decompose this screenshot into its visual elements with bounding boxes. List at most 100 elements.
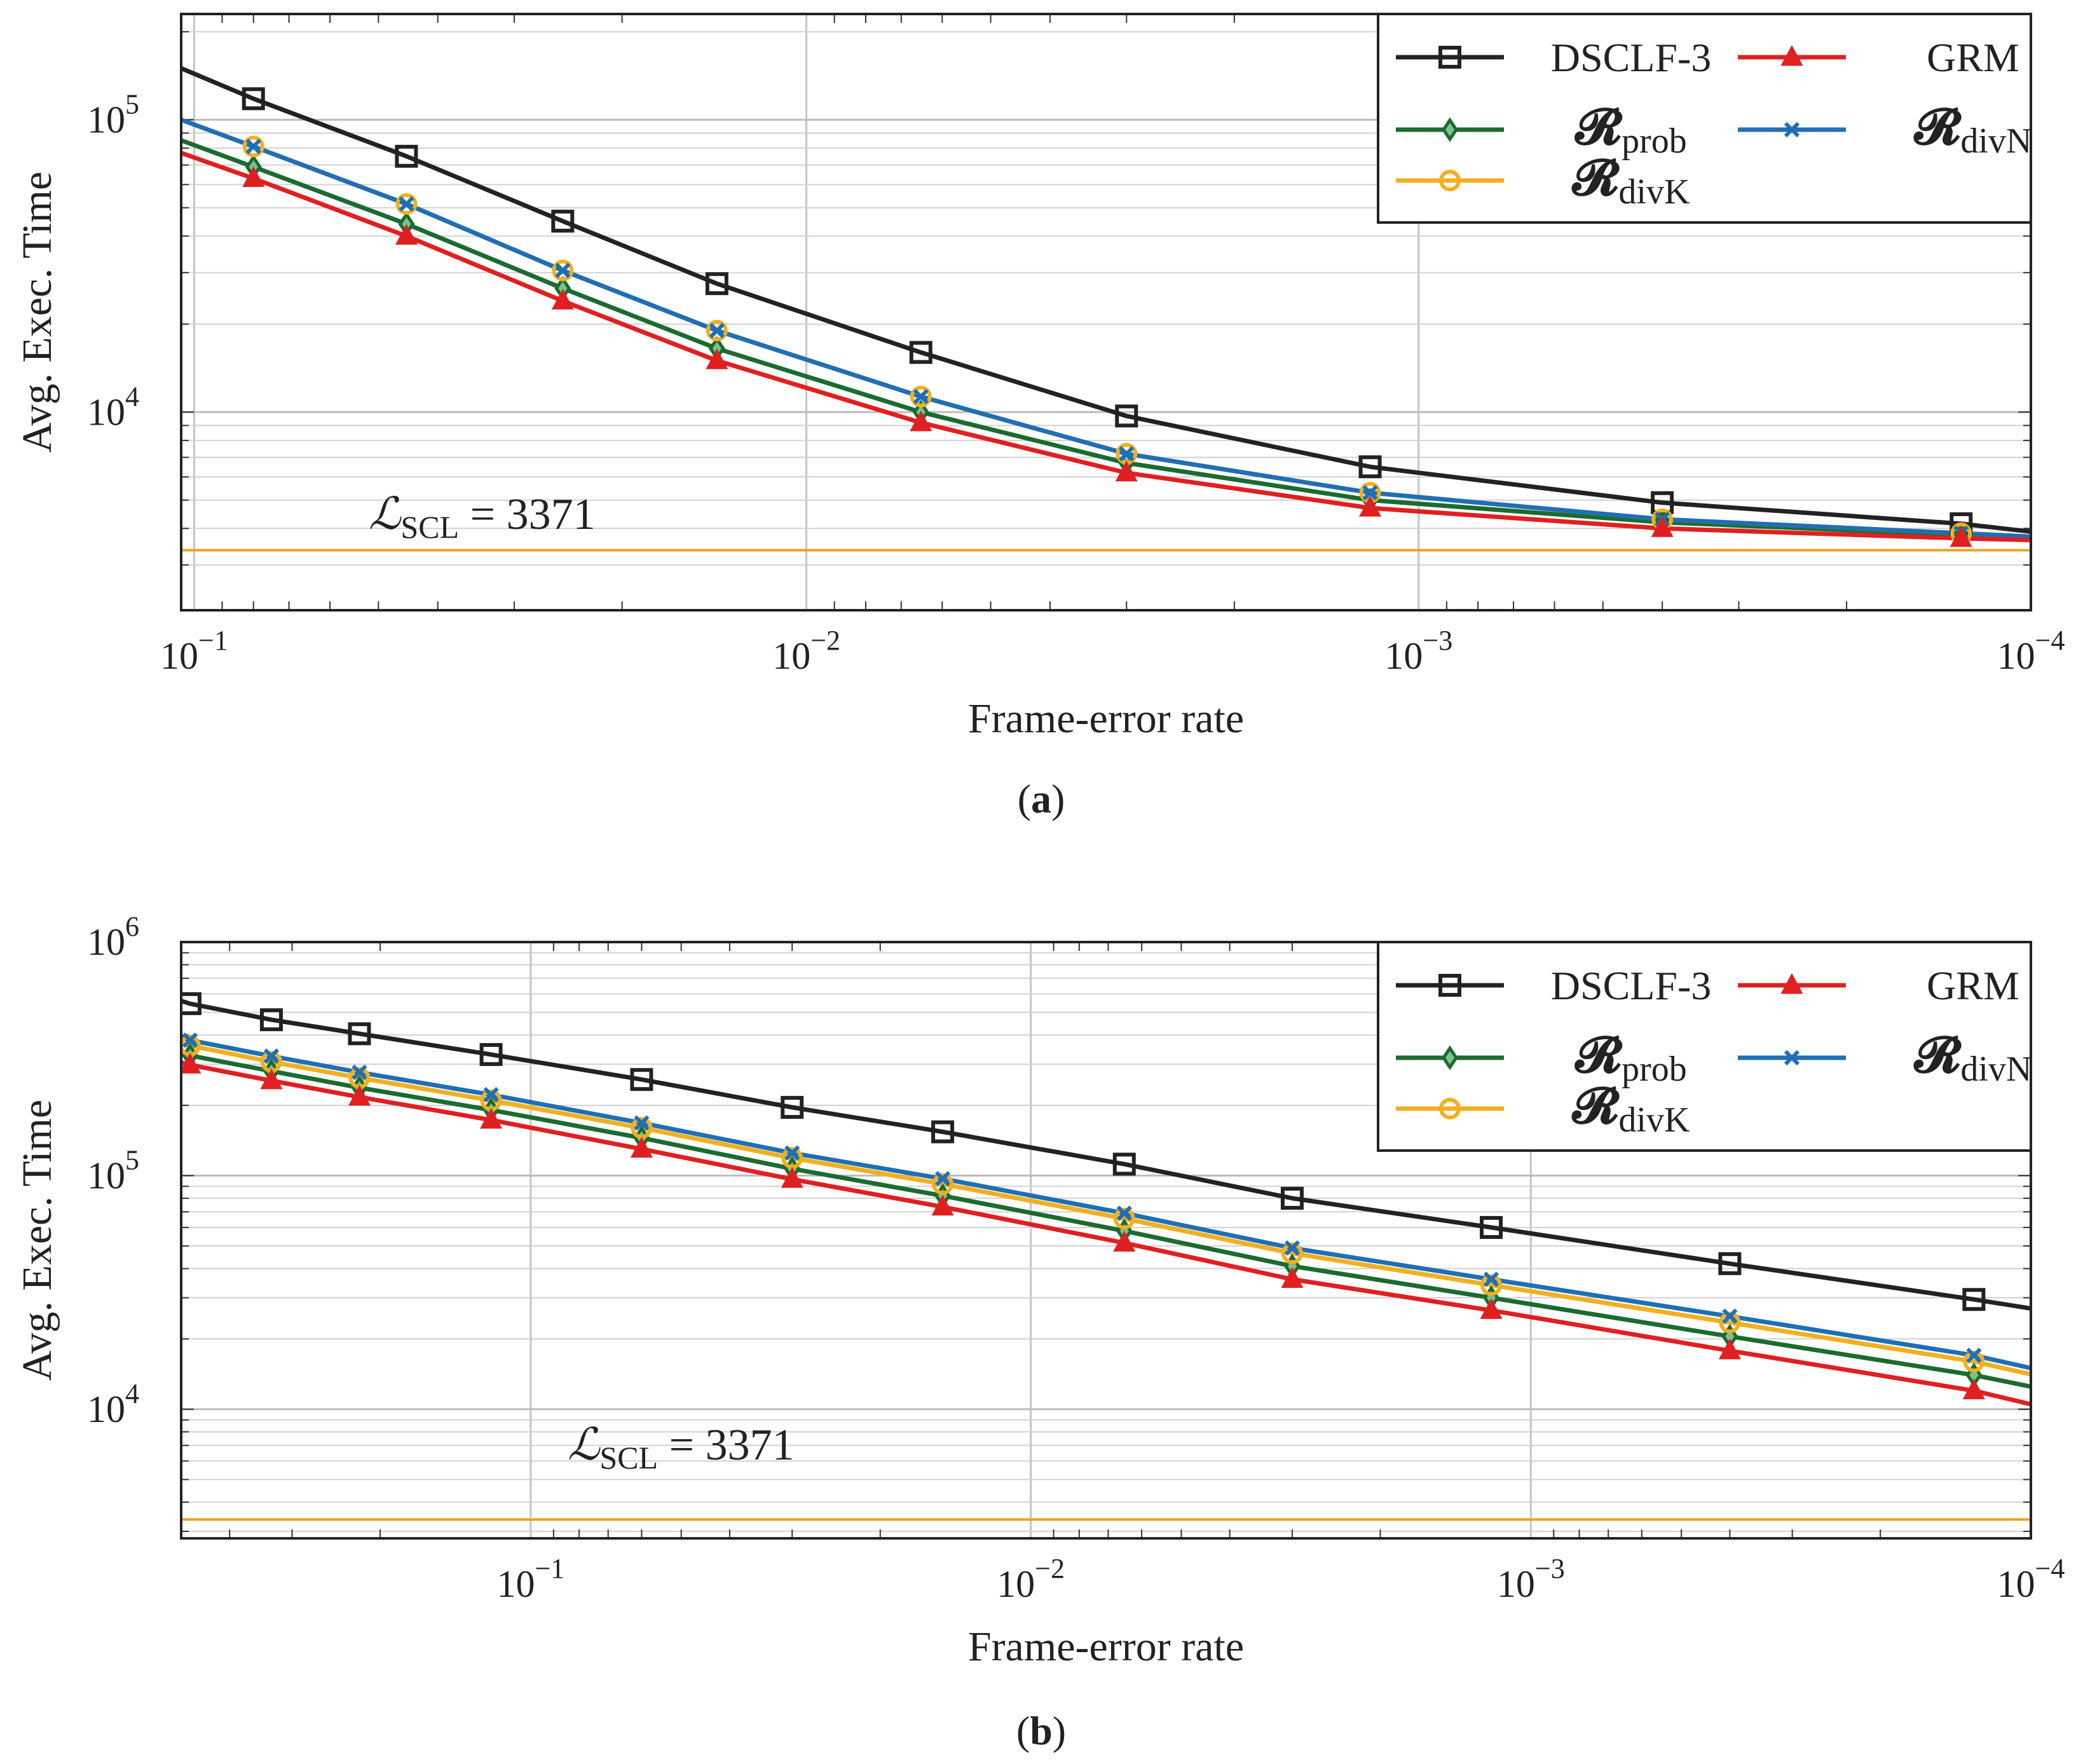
data-point (555, 263, 571, 278)
legend-marker (1784, 121, 1800, 138)
legend-item: 𝓡prob (1396, 99, 1687, 161)
legend-label: DSCLF-3 (1551, 35, 1712, 80)
data-point (909, 341, 932, 364)
data-point-stroke (182, 1032, 198, 1048)
caption-paren: ) (1053, 1708, 1066, 1753)
legend-item: 𝓡divN (1738, 1027, 2032, 1089)
caption-paren: ( (1016, 1708, 1030, 1753)
tick-base: 10 (87, 391, 125, 433)
tick-exponent: −2 (1035, 1553, 1065, 1584)
data-point-stroke (1483, 1271, 1499, 1287)
legend-subscript: divN (1960, 121, 2032, 161)
data-point (706, 348, 728, 369)
y-axis-label: Avg. Exec. Time (14, 1100, 60, 1381)
reference-subscript: SCL (400, 509, 459, 545)
tick-exponent: −3 (1535, 1553, 1565, 1584)
x-axis-label: Frame-error rate (968, 1624, 1244, 1670)
tick-base: 10 (1997, 1563, 2035, 1605)
data-point-stroke (555, 263, 571, 278)
legend-item: 𝓡divK (1396, 1078, 1690, 1140)
data-point-stroke (1966, 1348, 1982, 1364)
tick-base: 10 (1497, 1563, 1535, 1605)
data-point (1651, 516, 1674, 537)
legend-symbol: 𝓡 (1574, 1027, 1623, 1083)
data-point (395, 144, 418, 168)
data-point (781, 1096, 804, 1119)
data-point (551, 289, 574, 310)
data-point (245, 139, 261, 154)
legend-marker (1439, 1098, 1461, 1119)
data-point (913, 388, 929, 404)
legend-symbol: 𝓡 (1913, 1027, 1962, 1083)
legend-marker (1441, 117, 1459, 142)
data-point (1966, 1348, 1982, 1364)
data-point (1112, 1152, 1136, 1176)
data-point (352, 1064, 367, 1080)
y-tick-label: 105 (87, 1144, 139, 1196)
legend-marker-stroke (1784, 1050, 1800, 1066)
data-point-stroke (1116, 1205, 1132, 1221)
tick-base: 10 (772, 635, 810, 677)
legend-box (1377, 941, 2032, 1152)
legend-label: DSCLF-3 (1551, 963, 1712, 1008)
series-line-DSCLF-3 (181, 66, 2031, 534)
data-point (1962, 1288, 1986, 1311)
data-point-stroke (1362, 484, 1378, 501)
data-point (1483, 1271, 1499, 1287)
data-point-stroke (483, 1087, 499, 1103)
data-point (931, 1194, 954, 1216)
caption-paren: ) (1051, 776, 1065, 821)
data-point (399, 196, 414, 212)
legend-item: DSCLF-3 (1396, 963, 1711, 1008)
panel-caption: (a) (1018, 776, 1065, 821)
data-point-stroke (352, 1064, 367, 1080)
data-point (781, 1166, 803, 1188)
tick-base: 10 (997, 1563, 1035, 1605)
tick-exponent: 6 (125, 911, 139, 942)
series-layer (181, 66, 2031, 548)
legend-subscript: divK (1618, 172, 1690, 212)
data-point-stroke (1722, 1308, 1738, 1324)
legend-name: DSCLF-3 (1551, 963, 1712, 1008)
legend-label: 𝓡divK (1571, 1078, 1690, 1140)
tick-base: 10 (87, 99, 125, 140)
data-point (479, 1043, 503, 1066)
series-line-divK (181, 1041, 2031, 1377)
legend-symbol: 𝓡 (1913, 99, 1962, 154)
data-point (705, 272, 728, 296)
tick-base: 10 (87, 1154, 125, 1196)
data-point-stroke (913, 388, 929, 404)
x-tick-label: 10−4 (1997, 625, 2065, 677)
data-point (263, 1048, 280, 1064)
caption-letter: a (1031, 776, 1051, 821)
data-point (1362, 484, 1378, 501)
tick-exponent: −2 (810, 625, 840, 656)
legend-symbol: 𝓡 (1574, 99, 1623, 154)
tick-base: 10 (1384, 635, 1423, 677)
y-tick-label: 106 (87, 911, 139, 963)
x-tick-label: 10−4 (1997, 1553, 2065, 1605)
legend-marker (1780, 44, 1803, 66)
x-tick-label: 10−3 (1384, 625, 1452, 677)
legend-marker (1438, 46, 1461, 69)
data-point (1358, 455, 1382, 479)
data-point (630, 1068, 653, 1091)
x-axis-label: Frame-error rate (968, 695, 1244, 742)
data-point-stroke (1284, 1240, 1301, 1256)
data-point (395, 193, 418, 215)
data-point-stroke (263, 1048, 280, 1064)
data-point (1113, 1207, 1135, 1229)
y-tick-label: 104 (87, 1378, 139, 1430)
legend-label: GRM (1927, 35, 2019, 80)
data-point (1950, 526, 1972, 547)
legend-name: GRM (1927, 35, 2019, 80)
data-point (483, 1087, 499, 1103)
data-point (1718, 1252, 1742, 1275)
legend-name: DSCLF-3 (1551, 35, 1712, 80)
plot-frame (180, 13, 2032, 612)
data-point (181, 992, 201, 1015)
x-tick-label: 10−3 (1497, 1553, 1565, 1605)
data-point (630, 1137, 653, 1158)
